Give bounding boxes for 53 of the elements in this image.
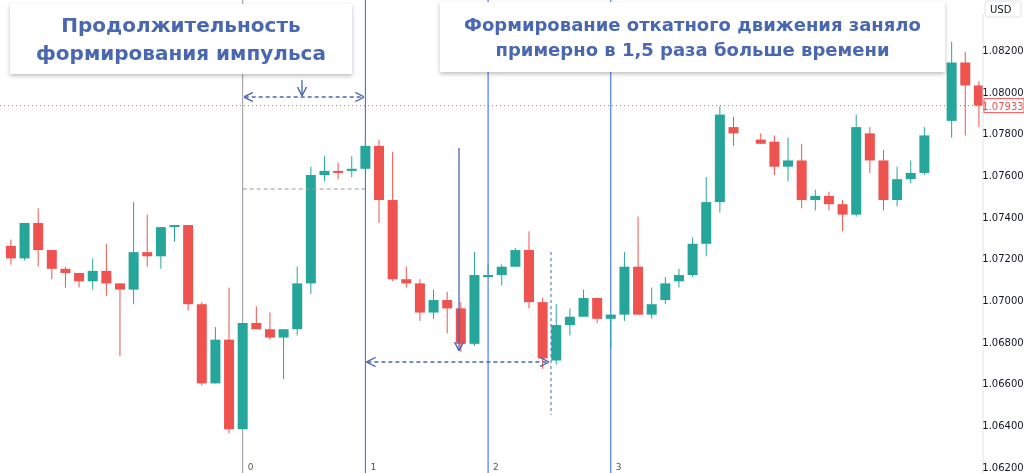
- annotation: 2: [493, 462, 499, 472]
- candlestick: [114, 282, 125, 357]
- candlestick: [564, 307, 575, 336]
- candlestick: [87, 257, 98, 291]
- text: USD: [990, 4, 1012, 15]
- candlestick: [837, 199, 848, 232]
- candlestick: [401, 266, 412, 289]
- candlestick: [46, 249, 57, 280]
- annotation: Продолжительность формирования импульса: [36, 13, 326, 65]
- candlestick: [101, 243, 112, 297]
- candlestick: [810, 189, 821, 211]
- candlestick: [319, 155, 330, 182]
- candlestick: [673, 268, 684, 289]
- candlestick: [660, 276, 671, 305]
- candlestick: [578, 289, 589, 318]
- y-tick-label: 1.08200: [982, 45, 1024, 57]
- candlestick: [60, 266, 71, 289]
- y-tick-label: 1.07600: [982, 170, 1024, 182]
- candlestick: [278, 328, 289, 380]
- ref-line-label: 1.07933: [982, 100, 1024, 112]
- candlestick: [483, 264, 494, 278]
- candlestick: [783, 137, 794, 182]
- annotation: 0: [247, 462, 254, 472]
- candlestick: [428, 289, 439, 320]
- candlestick: [346, 155, 357, 178]
- y-tick-label: 1.06600: [982, 378, 1024, 390]
- annotation: Формирование откатного движения заняло примерно в 1,5 раза больше времени: [464, 13, 921, 60]
- candlestick: [74, 272, 85, 289]
- candlestick: [823, 191, 834, 211]
- candlestick: [605, 314, 616, 349]
- annotation: 3: [615, 462, 622, 472]
- candlestick: [333, 162, 344, 180]
- candlestick: [646, 287, 657, 320]
- candlestick: [496, 264, 507, 286]
- y-tick-label: 1.07800: [982, 128, 1024, 140]
- candlestick: [905, 159, 916, 184]
- y-tick-label: 1.06200: [982, 461, 1024, 473]
- y-tick-label: 1.07200: [982, 253, 1024, 265]
- candlestick: [592, 297, 603, 324]
- candlestick: [142, 214, 153, 268]
- y-tick-label: 1.07400: [982, 211, 1024, 223]
- candlestick: [5, 239, 16, 266]
- y-tick-label: 1.07000: [982, 295, 1024, 307]
- candlestick: [360, 134, 371, 172]
- candlestick: [442, 291, 453, 334]
- candlestick: [264, 312, 275, 341]
- candlestick: [892, 166, 903, 207]
- candlestick: [510, 247, 521, 268]
- y-tick-label: 1.08000: [982, 86, 1024, 98]
- candlestick: [728, 116, 739, 147]
- annotation: 1: [370, 462, 377, 472]
- y-tick-label: 1.06400: [982, 420, 1024, 432]
- y-tick-label: 1.06800: [982, 336, 1024, 348]
